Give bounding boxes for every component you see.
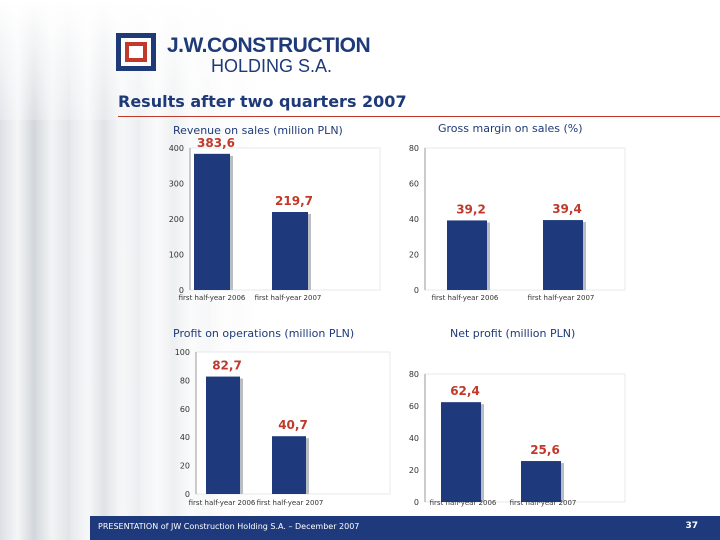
y-tick-label: 60	[180, 405, 190, 414]
bar	[194, 153, 230, 290]
logo-mark-icon	[116, 33, 156, 71]
bar	[521, 461, 561, 502]
y-tick-label: 80	[409, 370, 419, 379]
y-tick-label: 60	[409, 180, 419, 189]
chart-title-revenue: Revenue on sales (million PLN)	[173, 124, 343, 137]
bar-value-label: 39,2	[456, 202, 486, 216]
y-tick-label: 0	[179, 286, 184, 295]
x-category-label: first half-year 2006	[432, 294, 499, 302]
bar-value-label: 383,6	[197, 136, 235, 150]
bar-value-label: 25,6	[530, 443, 560, 457]
y-tick-label: 40	[180, 433, 190, 442]
x-category-label: first half-year 2006	[179, 294, 246, 302]
bar-value-label: 39,4	[552, 202, 582, 216]
y-tick-label: 0	[414, 498, 419, 507]
y-tick-label: 200	[169, 215, 184, 224]
y-tick-label: 80	[409, 144, 419, 153]
footer-text: PRESENTATION of JW Construction Holding …	[98, 522, 360, 531]
y-tick-label: 0	[185, 490, 190, 499]
net-profit-bar-chart: 80 60 40 20 0 62,4 first half-year 2006 25,6 fir…	[409, 370, 626, 507]
y-tick-label: 100	[175, 348, 190, 357]
y-tick-label: 40	[409, 434, 419, 443]
company-name-line1: J.W.CONSTRUCTION	[167, 34, 371, 57]
y-tick-label: 20	[409, 466, 419, 475]
y-tick-label: 20	[409, 251, 419, 260]
revenue-bar-chart: 400 300 200 100 0 383,6 first half-year 2006 21…	[169, 136, 381, 302]
y-tick-label: 80	[180, 376, 190, 385]
y-tick-label: 400	[169, 144, 184, 153]
x-category-label: first half-year 2006	[189, 499, 256, 507]
x-category-label: first half-year 2007	[255, 294, 322, 302]
page-title: Results after two quarters 2007	[118, 92, 407, 111]
title-divider	[118, 116, 720, 117]
chart-title-net-profit: Net profit (million PLN)	[450, 327, 576, 340]
bar	[441, 402, 481, 502]
y-tick-label: 40	[409, 215, 419, 224]
bar	[272, 212, 308, 290]
x-category-label: first half-year 2007	[528, 294, 595, 302]
x-category-label: first half-year 2006	[430, 499, 497, 507]
y-tick-label: 0	[414, 286, 419, 295]
profit-operations-bar-chart: 100 80 60 40 20 0 82,7 first half-year 2006 40,7…	[175, 348, 391, 507]
bar-value-label: 62,4	[450, 384, 480, 398]
bar	[206, 376, 240, 494]
page-number: 37	[685, 521, 698, 531]
x-category-label: first half-year 2007	[510, 499, 577, 507]
gross-margin-bar-chart: 80 60 40 20 0 39,2 first half-year 2006 39,4 fir…	[409, 144, 626, 302]
chart-title-profit-operations: Profit on operations (million PLN)	[173, 327, 355, 340]
bar-value-label: 219,7	[275, 194, 313, 208]
y-tick-label: 300	[169, 180, 184, 189]
bar	[272, 436, 306, 494]
y-tick-label: 20	[180, 462, 190, 471]
bar	[543, 220, 583, 290]
bar-value-label: 40,7	[278, 418, 308, 432]
y-tick-label: 60	[409, 402, 419, 411]
bar-value-label: 82,7	[212, 359, 242, 373]
chart-title-gross-margin: Gross margin on sales (%)	[438, 122, 583, 135]
company-name-line2: HOLDING S.A.	[211, 56, 333, 76]
footer-bar: PRESENTATION of JW Construction Holding …	[90, 516, 720, 540]
y-tick-label: 100	[169, 251, 184, 260]
x-category-label: first half-year 2007	[257, 499, 324, 507]
bar	[447, 220, 487, 290]
